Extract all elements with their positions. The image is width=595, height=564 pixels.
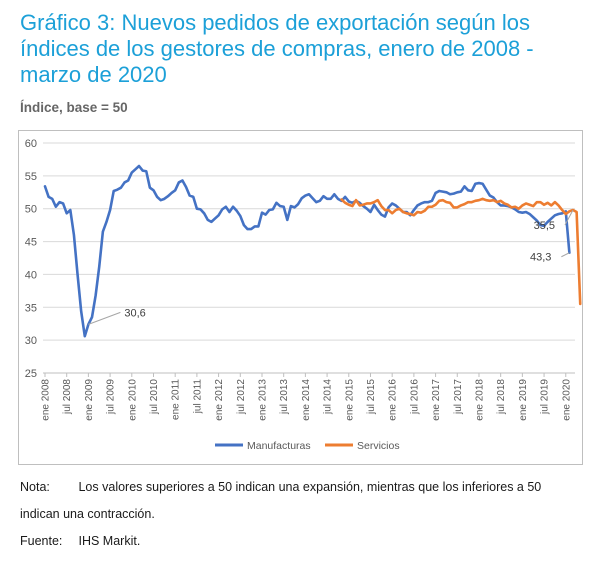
source-text: IHS Markit.	[78, 534, 141, 548]
x-tick-label: ene 2011	[171, 379, 182, 420]
x-tick-label: jul 2010	[149, 379, 160, 415]
legend: Manufacturas Servicios	[215, 440, 400, 452]
x-tick-label: ene 2016	[388, 379, 399, 421]
annotation-leader	[88, 311, 121, 325]
y-tick-label: 40	[25, 269, 37, 281]
y-tick-label: 30	[25, 335, 37, 347]
gridlines	[43, 142, 575, 374]
y-tick-label: 45	[25, 237, 37, 249]
x-tick-label: ene 2014	[301, 379, 312, 421]
x-tick-label: jul 2016	[409, 379, 420, 415]
x-tick-label: ene 2009	[84, 379, 95, 421]
chart-frame	[18, 130, 583, 465]
x-tick-label: jul 2014	[323, 379, 334, 415]
y-tick-label: 35	[25, 302, 37, 314]
x-tick-label: ene 2010	[127, 379, 138, 421]
x-tick-label: jul 2012	[236, 379, 247, 415]
y-tick-label: 55	[25, 171, 37, 183]
x-tick-label: jul 2019	[540, 379, 551, 415]
x-tick-label: jul 2017	[453, 379, 464, 415]
series-line-servicios	[340, 197, 582, 306]
annotations: 30,6 43,3 35,5	[88, 209, 574, 325]
x-tick-label: jul 2008	[62, 379, 73, 415]
x-tick-label: ene 2020	[561, 379, 572, 421]
note-line-1: Nota: Los valores superiores a 50 indica…	[20, 480, 541, 494]
legend-label: Servicios	[357, 440, 400, 452]
axes	[43, 372, 575, 377]
legend-label: Manufacturas	[247, 440, 311, 452]
annotation-label: 35,5	[534, 220, 555, 232]
x-tick-label: ene 2012	[214, 379, 225, 421]
series-lines	[43, 164, 582, 338]
annotation-label: 30,6	[124, 307, 145, 319]
chart-subtitle: Índice, base = 50	[20, 100, 128, 115]
chart-title: Gráfico 3: Nuevos pedidos de exportación…	[20, 10, 534, 87]
x-tick-label: ene 2019	[518, 379, 529, 421]
source-label: Fuente:	[20, 534, 63, 548]
x-tick-label: jul 2015	[366, 379, 377, 415]
note-text-2: indican una contracción.	[20, 507, 155, 521]
y-tick-label: 50	[25, 204, 37, 216]
source-line: Fuente: IHS Markit.	[20, 534, 140, 548]
x-tick-label: ene 2018	[474, 379, 485, 421]
note-line-2: indican una contracción.	[20, 507, 155, 521]
x-tick-label: jul 2011	[192, 379, 203, 415]
y-tick-labels: 25 30 35 40 45 50 55 60	[25, 138, 37, 380]
x-tick-label: jul 2018	[496, 379, 507, 415]
annotation-leader	[564, 209, 574, 226]
annotation-leader	[561, 252, 570, 258]
x-tick-label: jul 2009	[106, 379, 117, 415]
x-tick-label: ene 2015	[344, 379, 355, 421]
x-tick-label: ene 2013	[257, 379, 268, 421]
x-tick-label: jul 2013	[279, 379, 290, 415]
x-tick-label: ene 2017	[431, 379, 442, 421]
y-tick-label: 60	[25, 138, 37, 150]
series-line-manufacturas	[43, 164, 571, 338]
y-tick-label: 25	[25, 368, 37, 380]
annotation-label: 43,3	[530, 252, 551, 264]
x-tick-labels: ene 2008 jul 2008 ene 2009 jul 2009 ene 2010…	[41, 379, 573, 421]
note-label: Nota:	[20, 480, 50, 494]
x-tick-label: ene 2008	[41, 379, 52, 421]
note-text-1: Los valores superiores a 50 indican una …	[78, 480, 542, 494]
